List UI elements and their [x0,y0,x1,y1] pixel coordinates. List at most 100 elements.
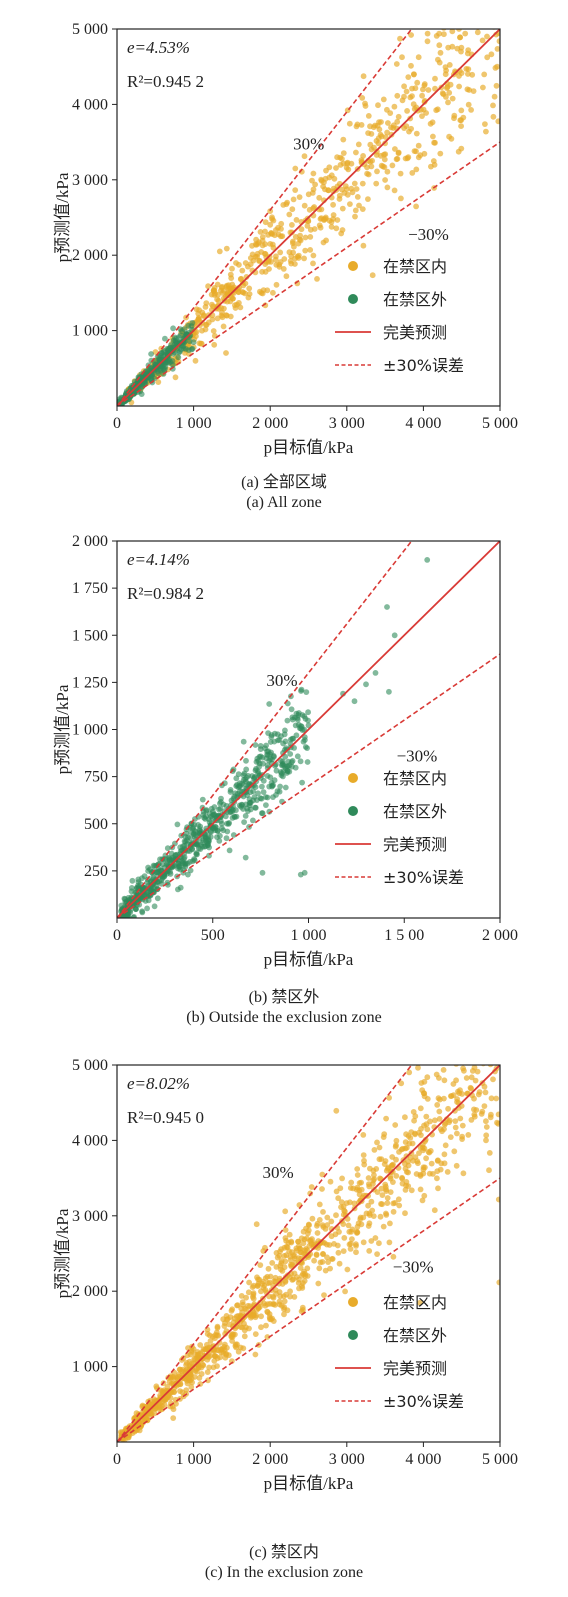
inside-point [259,242,266,249]
inside-point [424,1074,431,1081]
outside-point [162,360,169,367]
chart-a-svg: 0 1 000 2 000 3 000 4 000 5 000 1 000 2 000 3 00… [53,11,518,457]
annotation-plus30: 30% [266,671,297,690]
inside-point [263,1322,269,1329]
inside-point [223,283,230,290]
inside-point [395,113,402,120]
inside-point [434,1158,441,1164]
inside-point [449,95,456,102]
inside-point [188,1347,195,1354]
inside-point [211,341,218,348]
inside-point [471,1113,478,1120]
inside-point [214,315,221,322]
outside-point [246,796,253,803]
inside-point [291,243,297,250]
inside-point [340,150,347,157]
inside-point [267,208,274,215]
inside-point [360,1239,367,1246]
outside-point [131,914,137,918]
inside-point [401,125,407,131]
inside-point [456,29,462,32]
inside-point [300,1271,306,1277]
outside-point [231,793,238,800]
inside-point [306,1222,312,1229]
inside-point [418,1132,424,1138]
outside-point [177,348,183,355]
inside-point [270,217,277,224]
inside-point [404,108,410,114]
inside-point [304,223,311,229]
caption-b-cn: (b) 禁区外 [248,989,320,1006]
inside-point [409,85,415,92]
inside-point [490,1076,496,1083]
inside-point [384,1195,391,1201]
inside-point [292,261,298,267]
inside-point [386,1094,392,1101]
inside-point [458,145,465,152]
inside-point [193,329,200,335]
inside-point [384,184,391,191]
annotation-minus30: −30% [393,1257,434,1276]
outside-point [175,354,182,361]
inside-point [349,1236,355,1242]
inside-point [267,221,274,228]
y-tick-label: 3 000 [72,172,108,189]
inside-point [270,244,277,251]
inside-point [336,1260,343,1267]
inside-point [374,168,380,175]
inside-point [342,183,349,190]
inside-point [480,11,486,17]
inside-point [211,1358,218,1364]
inside-point [424,1126,431,1133]
outside-point [175,865,181,872]
x-axis-label: p目标值/kPa [264,438,354,457]
outside-point [259,869,266,876]
inside-point [428,1160,435,1167]
inside-point [337,162,344,168]
inside-point [258,249,265,255]
inside-point [448,1093,455,1099]
inside-point [328,1218,335,1225]
outside-point [236,788,243,795]
inside-point [390,1253,397,1260]
inside-point [322,1226,329,1232]
y-tick-label: 2 000 [72,533,108,550]
outside-point [384,604,390,610]
inside-point [342,1288,348,1295]
inside-point [394,92,401,99]
outside-point [188,323,195,329]
outside-point [169,365,176,372]
inside-point [281,1311,287,1318]
inside-point [378,1201,384,1207]
inside-point [437,49,444,56]
inside-point [310,252,317,259]
inside-point [272,256,279,263]
outside-point [128,885,135,891]
outside-point [266,808,273,815]
inside-point [383,1115,389,1122]
x-tick-label: 2 000 [252,415,288,432]
inside-point [432,75,438,82]
x-tick-label: 4 000 [405,415,441,432]
inside-point [314,1230,321,1236]
outside-point [270,782,276,789]
inside-point [411,71,417,78]
outside-point [214,834,220,840]
inside-point [340,1221,347,1227]
inside-point [277,249,284,256]
inside-point [451,1148,458,1155]
inside-point [392,146,398,152]
inside-point [413,1171,420,1177]
inside-point [273,227,279,233]
outside-point [279,762,285,769]
inside-point [425,87,432,93]
inside-point [373,180,380,187]
metric-r2: R²=0.945 0 [127,1108,204,1127]
outside-point [191,857,198,864]
inside-point [281,1253,288,1259]
inside-point [354,1166,361,1172]
inside-point [378,1185,385,1192]
inside-point [281,256,288,262]
inside-point [397,170,404,177]
